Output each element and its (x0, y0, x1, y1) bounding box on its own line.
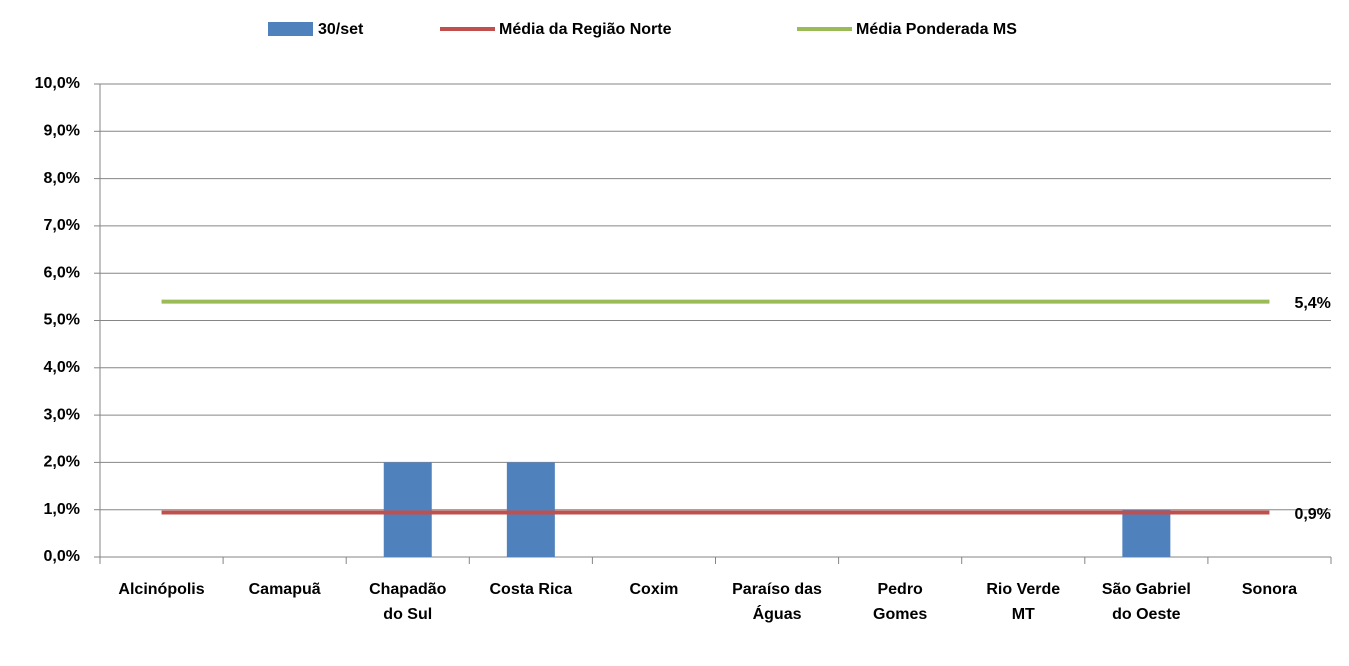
data-label: 5,4% (1294, 295, 1330, 312)
bar (1122, 509, 1171, 557)
x-tick-label: Coxim (629, 581, 679, 598)
y-tick-label: 7,0% (44, 217, 80, 234)
x-tick-label: Chapadão do Sul (369, 581, 447, 623)
y-tick-label: 10,0% (35, 75, 80, 92)
bar (383, 462, 432, 557)
y-tick-label: 2,0% (44, 454, 80, 471)
y-tick-label: 6,0% (44, 264, 80, 281)
legend-label: Média da Região Norte (499, 21, 672, 38)
legend-label: Média Ponderada MS (856, 21, 1017, 38)
x-tick-label: Paraíso das Águas (732, 581, 822, 623)
legend-label: 30/set (318, 21, 364, 38)
x-tick-label: Alcinópolis (118, 581, 205, 598)
y-tick-label: 5,0% (44, 312, 80, 329)
y-tick-label: 1,0% (44, 501, 80, 518)
x-tick-label: Costa Rica (489, 581, 573, 598)
x-tick-label: São Gabriel do Oeste (1101, 581, 1191, 623)
x-tick-label: Camapuã (248, 581, 321, 598)
y-tick-label: 8,0% (44, 170, 80, 187)
x-tick-label: Sonora (1241, 581, 1297, 598)
y-tick-label: 3,0% (44, 406, 80, 423)
y-tick-label: 4,0% (44, 359, 80, 376)
y-tick-label: 9,0% (44, 123, 80, 140)
x-tick-label: Pedro Gomes (873, 581, 928, 623)
legend-swatch (268, 22, 313, 36)
y-tick-label: 0,0% (44, 548, 80, 565)
bar (506, 462, 555, 557)
data-label: 0,9% (1294, 506, 1330, 523)
x-tick-label: Rio Verde MT (986, 581, 1061, 623)
